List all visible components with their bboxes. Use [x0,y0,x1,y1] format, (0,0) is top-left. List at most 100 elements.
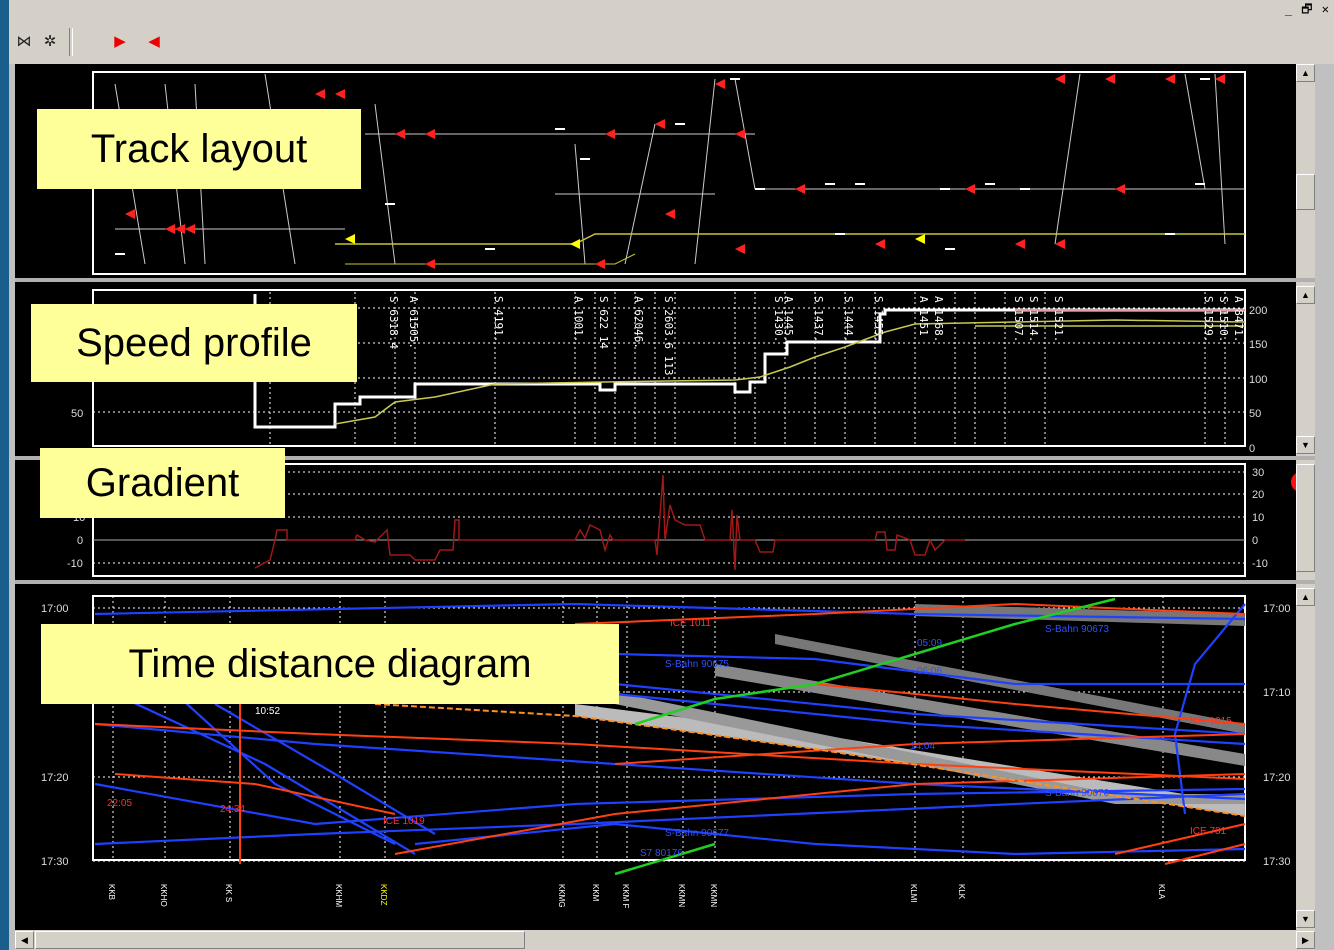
time-right-1710: 17:10 [1263,687,1291,699]
gradient-tick-minus10: -10 [1252,558,1268,570]
gradient-left-tick-0: 0 [77,535,83,547]
station-label: KLA [1157,884,1166,900]
window-left-edge [0,0,9,950]
gradient-label: Gradient [40,448,285,518]
train-label: 10:52 [255,706,280,717]
signal-label: S 1507. [1012,296,1025,342]
time-right-1720: 17:20 [1263,772,1291,784]
horizontal-scrollbar[interactable]: ◀ ▶ [15,930,1315,950]
signal-label: A 61505. [407,296,420,349]
panel-divider[interactable] [15,278,1315,282]
station-label: KKHO [159,884,168,907]
gradient-tick-0: 0 [1252,535,1258,547]
speed-tick-200: 200 [1249,305,1267,317]
train-label: 22:05 [107,798,132,809]
red-train-forward-icon[interactable]: ▶ [109,30,131,52]
gradient-left-tick-minus10: -10 [67,558,83,570]
window-controls[interactable]: _ 🗗 ✕ [1284,2,1330,16]
panel-divider[interactable] [15,580,1315,584]
train-label: S-Bahn 90675 [665,659,729,670]
signal-label: S 2603.6 113 [662,296,675,375]
speed-left-tick-50: 50 [71,408,83,420]
scroll-thumb[interactable] [1296,464,1315,572]
speed-tick-150: 150 [1249,339,1267,351]
gradient-tick-30: 30 [1252,467,1264,479]
signal-label: S 1444. [842,296,855,342]
time-left-1700: 17:00 [41,603,69,615]
scroll-down-arrow-icon[interactable]: ▼ [1296,436,1315,454]
station-label: KKHM [334,884,343,907]
station-label: KKMN [677,884,686,907]
signal-label: S 4191. [492,296,505,342]
track-layout-scrollbar[interactable]: ▲ [1296,64,1315,278]
scroll-thumb[interactable] [1296,174,1315,210]
train-label: 06:06 [917,666,942,677]
station-label: KKMG [557,884,566,908]
train-label: S-Bahn 90673 [1045,624,1109,635]
signal-label: A 1445. [782,296,795,342]
signal-label: A 1001. [572,296,585,342]
network-tool-icon[interactable]: ✲ [39,30,61,52]
train-label: ICE 1015 [1190,716,1232,727]
signal-label: A 1468. [932,296,945,342]
signal-label: S 1430. [772,296,785,342]
station-label: KLK [957,884,966,900]
toolbar: ⋈ ✲ ▶ ◀ _ 🗗 ✕ [9,0,1334,64]
horizontal-scroll-thumb[interactable] [35,931,525,949]
scroll-right-arrow-icon[interactable]: ▶ [1296,931,1315,949]
speed-profile-scrollbar[interactable]: ▲ ▼ [1296,282,1315,456]
train-label: 24:34 [220,804,245,815]
track-tool-glyph: ⋈ [16,33,32,50]
scroll-up-arrow-icon[interactable]: ▲ [1296,588,1315,606]
signal-label: A 8471. [1232,296,1245,342]
speed-tick-0: 0 [1249,443,1255,455]
time-right-1700: 17:00 [1263,603,1291,615]
gradient-scrollbar[interactable] [1296,460,1315,580]
panel-divider[interactable] [15,456,1315,460]
signal-label: S 1455. [872,296,885,342]
scroll-up-arrow-icon[interactable]: ▲ [1296,286,1315,304]
station-label: KLMI [909,884,918,903]
signal-label: S 1437. [812,296,825,342]
station-label: KKDZ [379,884,388,905]
scroll-up-arrow-icon[interactable]: ▲ [1296,64,1315,82]
network-tool-glyph: ✲ [43,33,57,50]
signal-label: S 1514. [1027,296,1040,342]
signal-label: A 1451 [917,296,930,336]
red-train-backward-glyph: ◀ [148,33,160,50]
track-tool-icon[interactable]: ⋈ [13,30,35,52]
speed-profile-canvas: A 61505. S 6318.4 S 4191. A 1001. S 622 14 A … [71,289,1267,455]
time-left-1720: 17:20 [41,772,69,784]
train-label: S-Bahn 90676 [1045,788,1109,799]
speed-profile-panel: A 61505. S 6318.4 S 4191. A 1001. S 622 14 A … [15,282,1315,456]
gradient-canvas: 30 20 10 0 -10 10 0 -10 [67,463,1311,577]
speed-profile-label: Speed profile [31,304,357,382]
signal-label: S 6318.4 [387,296,400,349]
time-left-1730: 17:30 [41,856,69,868]
scroll-down-arrow-icon[interactable]: ▼ [1296,910,1315,928]
speed-tick-100: 100 [1249,374,1267,386]
gradient-panel: 30 20 10 0 -10 10 0 -10 Gradient [15,448,1315,580]
train-label: ICE 1011 [670,618,711,629]
signal-label: S 1510. [1217,296,1230,342]
station-label: KK S [224,884,233,902]
scroll-left-arrow-icon[interactable]: ◀ [15,931,34,949]
station-label: KKMN [709,884,718,907]
train-label: S7 80176 [640,848,683,859]
time-distance-panel: ICE 1011 S-Bahn 90675 S-Bahn 90673 S-Bahn 9… [15,584,1315,930]
time-distance-scrollbar[interactable]: ▲ ▼ [1296,584,1315,930]
train-label: 14:04 [910,741,935,752]
speed-tick-50: 50 [1249,408,1261,420]
train-label: ICE 1019 [383,816,425,827]
gradient-tick-20: 20 [1252,489,1264,501]
toolbar-separator [69,28,73,56]
time-distance-canvas: ICE 1011 S-Bahn 90675 S-Bahn 90673 S-Bahn 9… [41,595,1291,909]
time-right-1730: 17:30 [1263,856,1291,868]
train-label: 05:09 [917,638,942,649]
red-train-backward-icon[interactable]: ◀ [143,30,165,52]
signal-label: S 1529. [1202,296,1215,342]
signal-label: A 62046. [632,296,645,349]
signal-label: S 1521. [1052,296,1065,342]
red-train-forward-glyph: ▶ [114,33,126,50]
track-layout-panel: Track layout ▲ [15,64,1315,278]
